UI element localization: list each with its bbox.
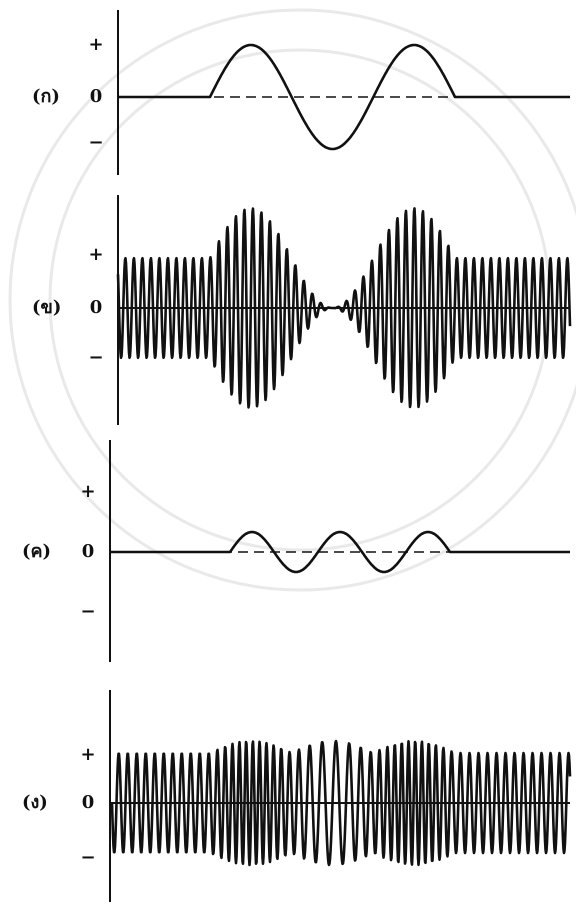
zero-label: 0 [90, 297, 103, 318]
page: (ก)+0−(ข)+0−(ค)+0−(ง)+0− (() => { const … [0, 0, 576, 909]
minus-label: − [80, 601, 95, 622]
plus-label: + [88, 34, 103, 55]
minus-label: − [88, 132, 103, 153]
minus-label: − [80, 847, 95, 868]
plus-label: + [88, 244, 103, 265]
plus-label: + [80, 481, 95, 502]
zero-label: 0 [82, 792, 95, 813]
waveform [118, 208, 570, 407]
panel-label: (ค) [22, 541, 51, 562]
panel-label: (ก) [32, 86, 60, 107]
plus-label: + [80, 744, 95, 765]
minus-label: − [88, 347, 103, 368]
figure: (ก) +0 − (ข) +0 − (ค) +0 − (ง) +0 − [0, 0, 576, 909]
panel-label: (ข) [32, 297, 61, 318]
panel-label: (ง) [22, 792, 48, 813]
zero-label: 0 [90, 86, 103, 107]
zero-label: 0 [82, 541, 95, 562]
